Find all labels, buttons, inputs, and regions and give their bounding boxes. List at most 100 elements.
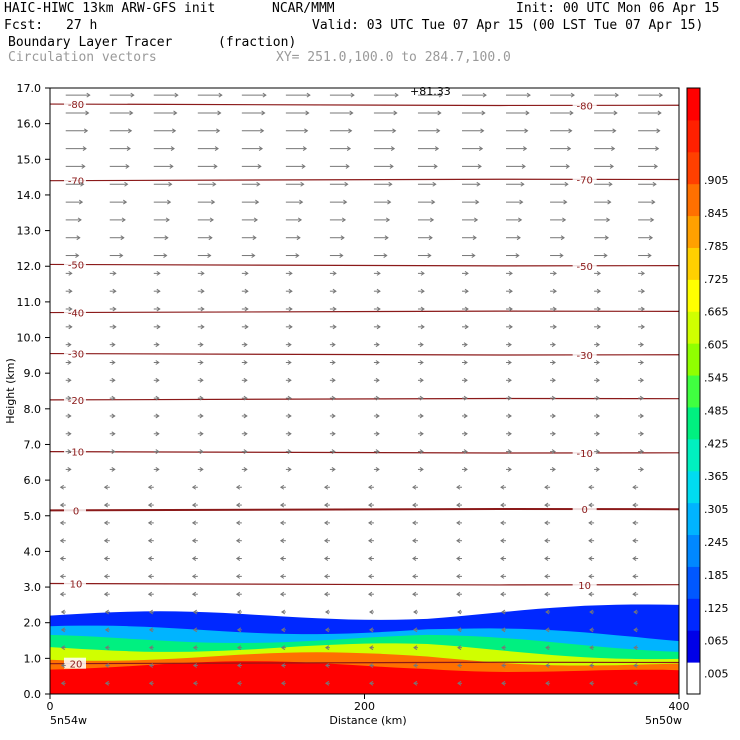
vector-arrow-head <box>199 360 204 365</box>
vector-arrow-head <box>68 306 73 312</box>
vector-arrow-head <box>168 181 173 187</box>
vector-arrow-head <box>413 609 418 615</box>
forecast-label: Fcst: <box>4 18 44 33</box>
vector-arrow-head <box>419 377 424 383</box>
vector-arrow-head <box>650 217 655 223</box>
vector-arrow-head <box>477 164 482 169</box>
vector-arrow-head <box>632 556 637 561</box>
isotherm-label: -80 <box>576 101 592 112</box>
vector-arrow-head <box>376 306 381 312</box>
vector-arrow-head <box>104 680 110 686</box>
vector-arrow-head <box>419 449 424 455</box>
vector-arrow-head <box>324 556 329 561</box>
vector-arrow-head <box>306 92 311 98</box>
vector-arrow-head <box>517 217 523 223</box>
colorbar-swatch <box>687 630 700 663</box>
colorbar-label: .065 <box>704 635 729 648</box>
vector-arrow-head <box>525 110 530 116</box>
vector-arrow-head <box>595 413 600 419</box>
vector-arrow-head <box>385 217 391 223</box>
vector-arrow-head <box>331 377 336 383</box>
vector-arrow-head <box>59 591 65 597</box>
vector-arrow-head <box>67 449 72 455</box>
vector-arrow-head <box>639 377 645 383</box>
vector-arrow-head <box>67 360 72 365</box>
vector-arrow-head <box>148 609 154 615</box>
vector-arrow-head <box>199 342 204 348</box>
isotherm-label-bg <box>64 258 86 270</box>
isotherm-label: -10 <box>576 449 592 460</box>
vector-arrow-head <box>325 627 330 633</box>
vector-arrow-head <box>657 110 662 116</box>
vector-arrow-head <box>375 360 380 365</box>
vector-arrow-head <box>368 520 373 526</box>
vector-arrow-head <box>257 164 262 169</box>
vector-arrow-head <box>235 556 241 561</box>
vector-arrow-head <box>207 253 212 258</box>
vector-arrow-head <box>67 342 72 348</box>
vector-arrow-head <box>632 573 637 579</box>
vector-arrow-head <box>236 680 242 686</box>
vector-arrow-head <box>111 395 116 401</box>
vector-arrow-head <box>244 288 249 294</box>
vector-arrow-head <box>368 538 373 544</box>
vector-arrow-head <box>243 413 248 419</box>
vector-arrow-head <box>67 395 72 401</box>
vector-arrow-head <box>569 110 574 116</box>
vector-arrow-head <box>155 360 160 365</box>
vector-arrow-head <box>302 146 308 152</box>
vector-arrow-head <box>155 467 160 472</box>
vector-arrow-head <box>432 181 437 187</box>
vector-arrow-head <box>103 502 109 508</box>
vector-arrow-head <box>104 627 110 633</box>
vector-arrow-head <box>413 645 418 651</box>
vector-arrow-head <box>508 270 513 276</box>
vector-arrow-head <box>287 360 292 365</box>
vector-arrow-head <box>524 128 529 134</box>
vector-label: Circulation vectors <box>8 50 157 65</box>
vector-arrow-head <box>419 360 424 365</box>
vector-arrow-head <box>544 502 549 508</box>
vector-arrow-head <box>437 110 442 116</box>
vector-arrow-head <box>169 164 174 169</box>
vector-arrow-head <box>343 199 348 205</box>
vector-arrow-head <box>235 502 241 508</box>
x-tick-label: 400 <box>669 700 690 713</box>
isotherm-label-bg <box>64 306 86 318</box>
vector-arrow-head <box>192 627 198 633</box>
circulation-vectors <box>59 92 664 686</box>
vector-arrow-head <box>60 609 66 615</box>
vector-arrow-head <box>507 413 512 419</box>
vector-arrow-head <box>375 413 380 419</box>
y-tick-label: 16.0 <box>17 118 42 131</box>
vector-arrow-head <box>331 360 336 365</box>
vector-arrow-head <box>199 467 204 472</box>
vector-arrow-head <box>236 609 242 615</box>
vector-arrow-head <box>595 360 600 365</box>
vector-arrow-head <box>521 164 526 169</box>
vector-arrow-head <box>603 253 608 258</box>
vector-arrow-head <box>482 92 487 98</box>
vector-arrow-head <box>126 146 131 152</box>
vector-arrow-head <box>191 502 197 508</box>
isotherm-label-bg <box>64 174 86 186</box>
vector-arrow-head <box>438 92 443 98</box>
vector-arrow-head <box>463 449 468 455</box>
vector-arrow-head <box>155 413 160 419</box>
y-tick-label: 0.0 <box>24 688 42 701</box>
isotherm-label: -70 <box>576 175 592 186</box>
vector-arrow-head <box>255 199 260 205</box>
vector-arrow-head <box>147 556 153 561</box>
vector-arrow-head <box>119 253 124 258</box>
x-tick-label: 200 <box>354 700 375 713</box>
vector-arrow-head <box>163 253 168 258</box>
vector-arrow-head <box>632 484 637 490</box>
vector-arrow-head <box>433 164 438 169</box>
vector-arrow-head <box>545 627 550 633</box>
vector-arrow-head <box>456 520 461 526</box>
y-tick-label: 14.0 <box>17 189 42 202</box>
vector-arrow-head <box>500 538 505 544</box>
vector-arrow-head <box>507 467 512 472</box>
colorbar-swatch <box>687 662 700 695</box>
vector-arrow-head <box>508 324 513 330</box>
